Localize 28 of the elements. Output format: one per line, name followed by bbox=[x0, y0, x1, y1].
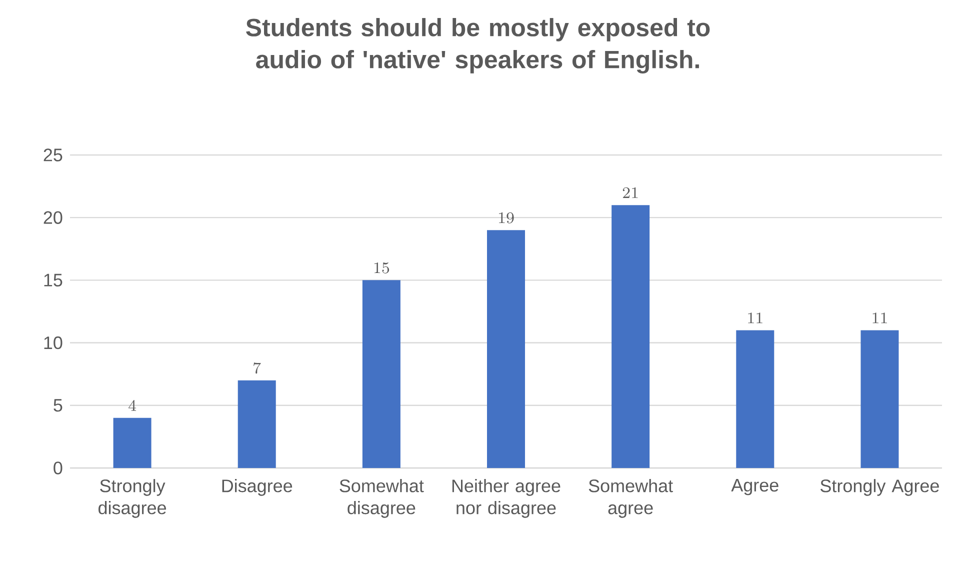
x-tick-label: Somewhat disagree bbox=[340, 479, 424, 518]
bar bbox=[238, 380, 276, 468]
chart-title: Students should be mostly exposed to audio of 'native' speakers of English. bbox=[246, 18, 710, 74]
y-tick-label: 10 bbox=[44, 336, 62, 350]
y-tick-label: 25 bbox=[44, 148, 62, 162]
y-tick-label: 0 bbox=[54, 462, 62, 474]
bar bbox=[612, 205, 650, 468]
data-label: 7 bbox=[254, 362, 261, 374]
data-label: 19 bbox=[499, 212, 514, 224]
x-tick-label: Somewhat agree bbox=[588, 479, 673, 518]
x-tick-label: Agree bbox=[731, 479, 778, 496]
data-label: 15 bbox=[374, 262, 390, 274]
bar bbox=[487, 230, 525, 468]
data-label: 11 bbox=[748, 312, 762, 324]
data-label: 4 bbox=[128, 400, 136, 411]
bar bbox=[362, 280, 400, 468]
bar bbox=[736, 330, 774, 468]
x-tick-label: Strongly Agree bbox=[820, 479, 939, 496]
y-tick-label: 15 bbox=[44, 274, 62, 286]
x-tick-label: Strongly disagree bbox=[98, 479, 166, 518]
bar bbox=[860, 330, 899, 468]
y-tick-label: 5 bbox=[54, 399, 62, 412]
bar bbox=[113, 418, 152, 468]
x-tick-label: Neither agree nor disagree bbox=[452, 479, 560, 518]
x-tick-label: Disagree bbox=[222, 479, 292, 496]
data-label: 21 bbox=[622, 187, 638, 198]
data-label: 11 bbox=[872, 312, 887, 324]
y-tick-label: 20 bbox=[44, 211, 62, 224]
